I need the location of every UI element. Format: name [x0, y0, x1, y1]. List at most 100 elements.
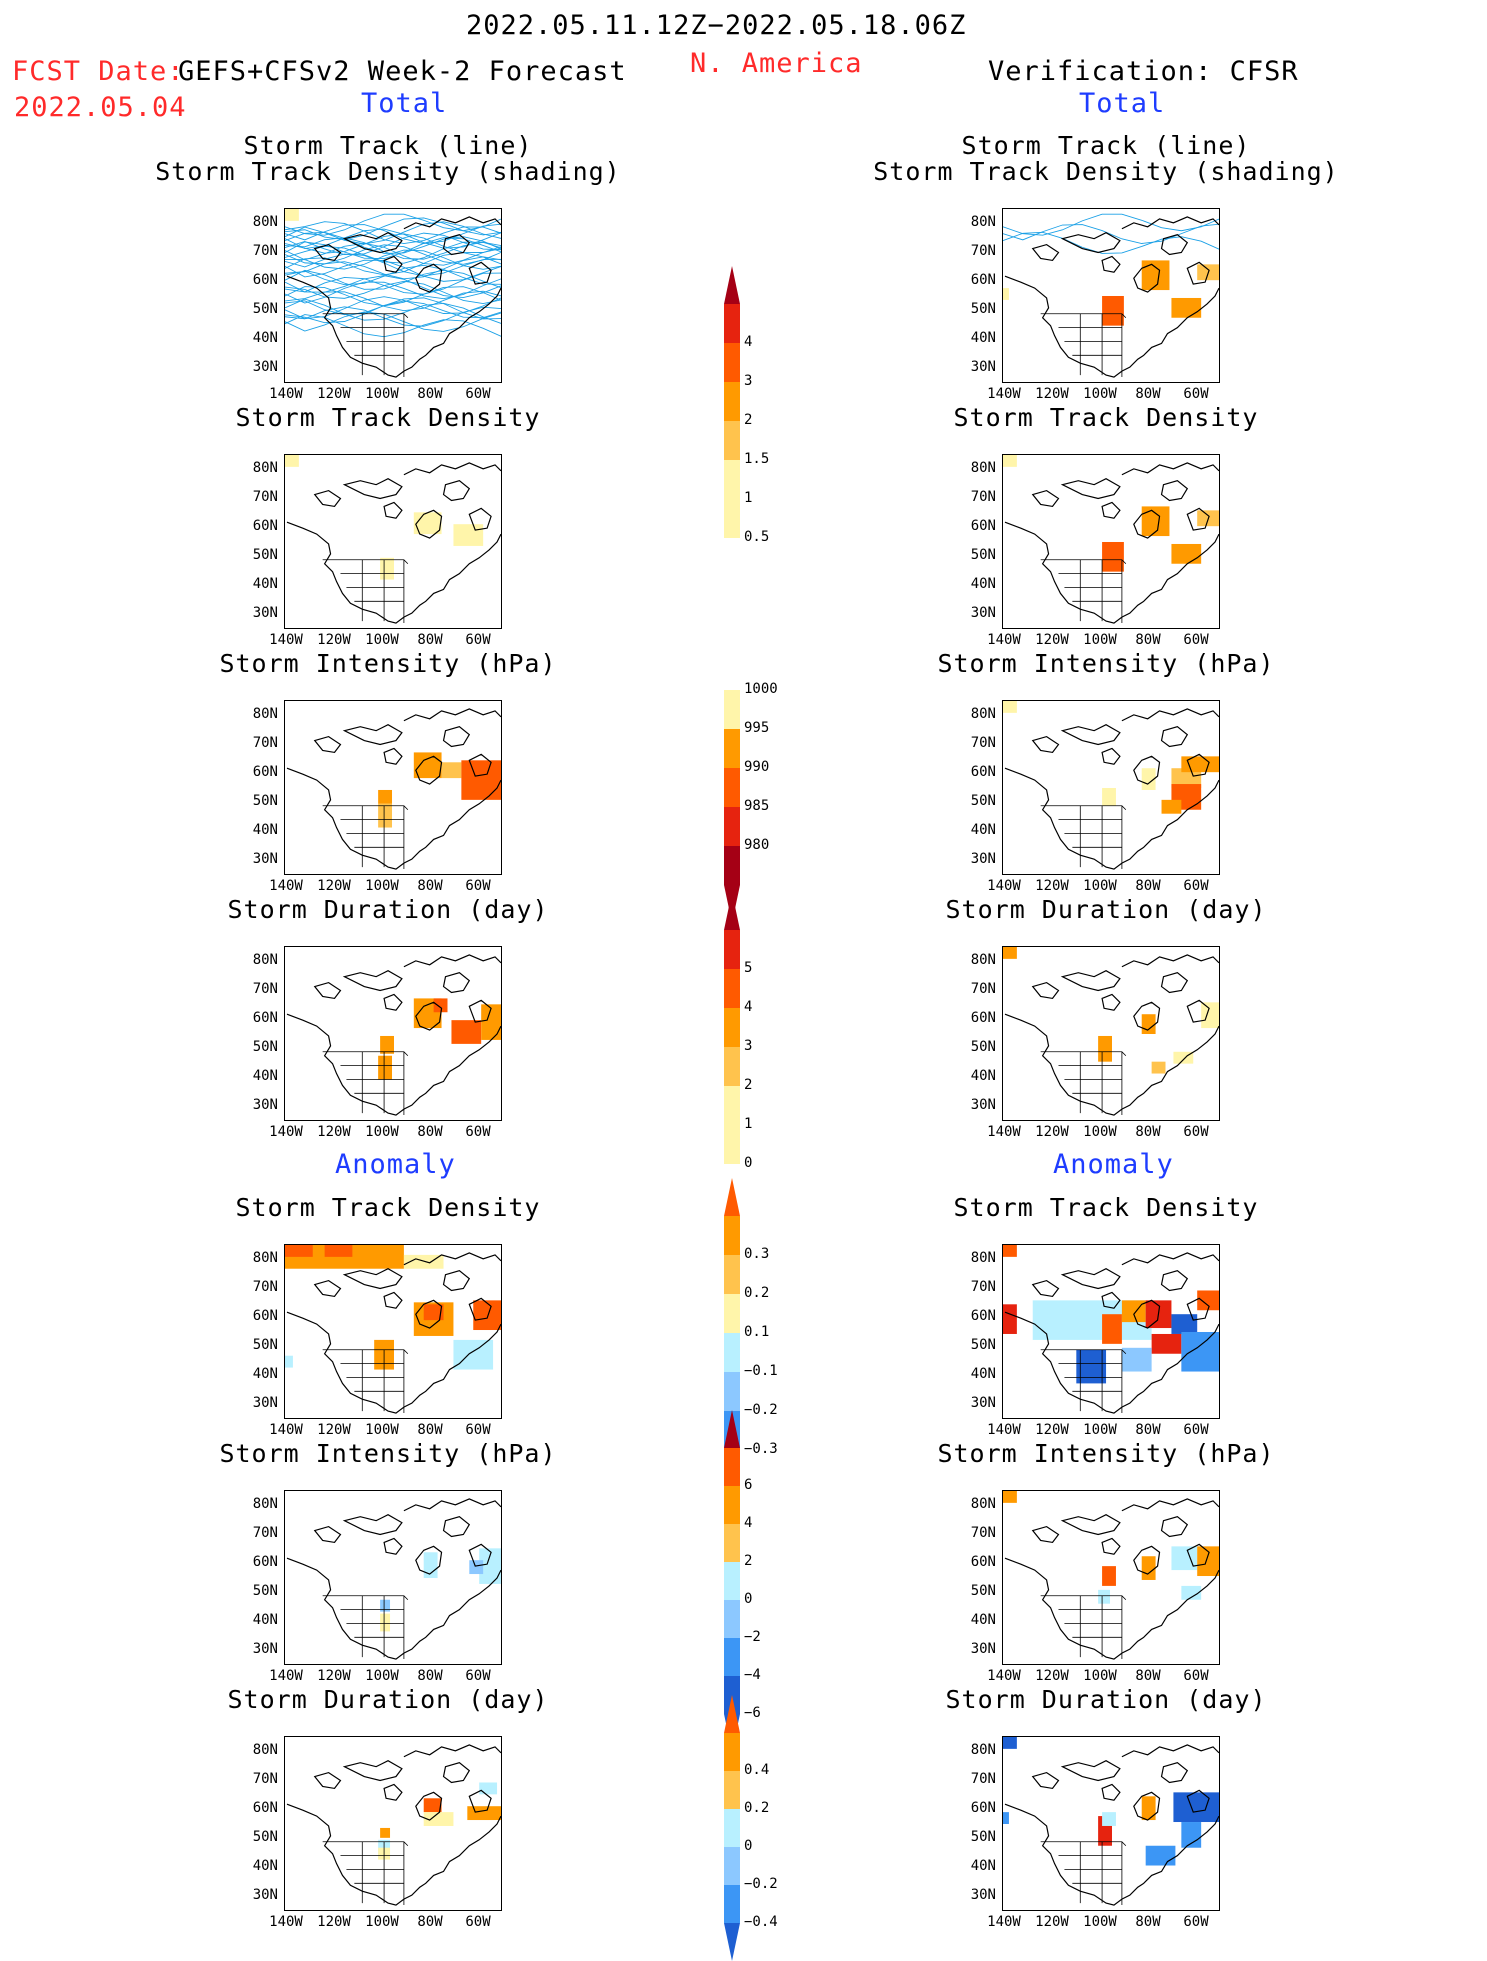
coastline: [286, 1498, 501, 1660]
shading-cell: [1151, 1333, 1182, 1354]
lon-tick-label: 80W: [417, 1668, 443, 1684]
shading-cell: [453, 524, 484, 546]
shading-cell: [380, 1035, 394, 1054]
shading-cell: [461, 760, 501, 800]
storm-track-line: [285, 242, 501, 266]
lat-tick-label: 50N: [252, 1829, 278, 1845]
title-density-left: Storm Track Density: [235, 403, 541, 432]
lon-tick-label: 80W: [1135, 878, 1161, 894]
lat-tick-label: 80N: [970, 952, 996, 968]
lat-tick-label: 60N: [970, 1308, 996, 1324]
shading-cell: [378, 1055, 393, 1080]
title-track-shading-left: Storm Track Density (shading): [155, 157, 621, 186]
lon-tick-label: 120W: [1035, 878, 1069, 894]
colorbar-tick-label: 980: [744, 837, 770, 853]
lon-tick-label: 100W: [1083, 1668, 1117, 1684]
colorbar-segment: [724, 1372, 740, 1411]
lon-tick-label: 120W: [317, 1668, 351, 1684]
lon-tick-label: 80W: [417, 1914, 443, 1930]
lon-tick-label: 60W: [465, 878, 491, 894]
shading-cell: [1076, 1349, 1107, 1384]
shading-cell: [1181, 1585, 1202, 1600]
anomaly-label-right: Anomaly: [1053, 1149, 1174, 1180]
shading-cell: [285, 1355, 293, 1368]
lon-tick-label: 120W: [317, 1914, 351, 1930]
colorbar-tick-label: 0.5: [744, 529, 770, 545]
lon-tick-label: 120W: [317, 386, 351, 402]
lat-tick-label: 30N: [252, 1395, 278, 1411]
lon-tick-label: 80W: [1135, 632, 1161, 648]
lat-tick-label: 60N: [970, 518, 996, 534]
storm-track-line: [285, 306, 501, 327]
lon-tick-label: 100W: [1083, 1124, 1117, 1140]
shading-cell: [1201, 1002, 1219, 1029]
map-left-7: [284, 1736, 502, 1911]
colorbar-arrow-top: [724, 1410, 740, 1448]
shading-cell: [1197, 1290, 1219, 1311]
title-track-line-right: Storm Track (line): [961, 131, 1251, 160]
shading-cell: [479, 1548, 501, 1584]
title-track-line-left: Storm Track (line): [243, 131, 533, 160]
title-duration-right: Storm Duration (day): [945, 895, 1267, 924]
lon-tick-label: 100W: [365, 1124, 399, 1140]
lat-tick-label: 80N: [970, 1496, 996, 1512]
title-anom-density-left: Storm Track Density: [235, 1193, 541, 1222]
lat-tick-label: 40N: [252, 576, 278, 592]
lat-tick-label: 80N: [252, 952, 278, 968]
colorbar-tick-label: 0: [744, 1838, 753, 1854]
state-borders: [322, 559, 409, 624]
storm-track-line: [285, 221, 501, 245]
lat-tick-label: 40N: [252, 1068, 278, 1084]
title-anom-intensity-right: Storm Intensity (hPa): [937, 1439, 1275, 1468]
lat-tick-label: 30N: [252, 605, 278, 621]
state-borders: [322, 1841, 409, 1906]
shading-cell: [453, 1339, 494, 1370]
colorbar-segment: [724, 1255, 740, 1294]
colorbar-segment: [724, 846, 740, 885]
map-left-3-map: [286, 708, 501, 870]
shading-cell: [1141, 768, 1156, 790]
map-left-5: [284, 1244, 502, 1419]
colorbar-segment: [724, 1771, 740, 1809]
colorbar-segment: [724, 1847, 740, 1885]
map-left-2-map: [285, 455, 501, 624]
lat-tick-label: 60N: [970, 272, 996, 288]
shading-cell: [1003, 1491, 1017, 1503]
colorbar-segment: [724, 1885, 740, 1923]
colorbar-tick-label: 0.1: [744, 1324, 770, 1340]
colorbar-intensity-anom: [722, 1410, 742, 1752]
shading-cell: [380, 1599, 391, 1612]
lon-tick-label: 120W: [317, 1124, 351, 1140]
lat-tick-label: 30N: [970, 851, 996, 867]
colorbar-duration-total: [722, 892, 742, 1164]
lat-tick-label: 50N: [970, 793, 996, 809]
lat-tick-label: 60N: [970, 1800, 996, 1816]
map-right-5: [1002, 1244, 1220, 1419]
coastline: [1004, 708, 1219, 870]
colorbar-segment: [724, 1216, 740, 1255]
lat-tick-label: 50N: [252, 547, 278, 563]
map-right-7: [1002, 1736, 1220, 1911]
shading-cell: [1141, 1796, 1156, 1821]
shading-cell: [403, 1254, 444, 1269]
lon-tick-label: 120W: [317, 878, 351, 894]
lon-tick-label: 60W: [1183, 1914, 1209, 1930]
lat-tick-label: 70N: [970, 243, 996, 259]
colorbar-segment: [724, 421, 740, 460]
colorbar-tick-label: 3: [744, 373, 753, 389]
lat-tick-label: 80N: [970, 460, 996, 476]
shading-cell: [433, 998, 448, 1013]
verification-label: Verification: CFSR: [988, 56, 1299, 87]
map-left-5-map: [285, 1245, 501, 1414]
lon-tick-label: 60W: [465, 1422, 491, 1438]
shading-cell: [423, 1812, 454, 1826]
lat-tick-label: 40N: [252, 330, 278, 346]
colorbar-tick-label: 990: [744, 759, 770, 775]
lon-tick-label: 140W: [987, 1124, 1021, 1140]
lon-tick-label: 80W: [1135, 386, 1161, 402]
lat-tick-label: 60N: [252, 1308, 278, 1324]
lon-tick-label: 140W: [269, 1668, 303, 1684]
colorbar-arrow-top: [724, 1695, 740, 1733]
shading-cell: [1151, 1061, 1166, 1074]
storm-track-line: [285, 296, 501, 320]
